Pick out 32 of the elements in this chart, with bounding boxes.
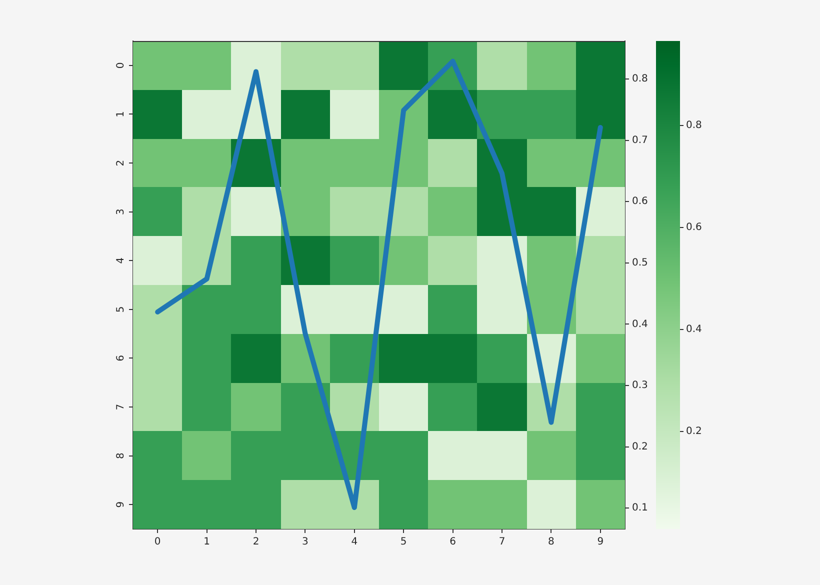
x-tick-label: 3 [302,536,308,548]
x-tick-label: 8 [548,536,554,548]
y2-tick-label: 0.1 [632,502,648,514]
y-tick-label: 0 [116,62,127,69]
y-tick-label: 1 [116,111,127,118]
color-bar-label: 0.2 [686,426,702,438]
y-tick-label: 9 [116,501,127,508]
y-tick-label: 5 [116,306,127,313]
x-tick-label: 4 [351,536,358,548]
x-tick-label: 0 [154,536,161,548]
y2-tick-label: 0.6 [632,196,648,208]
y-tick-label: 8 [116,452,127,459]
x-tick-label: 6 [450,536,456,548]
x-tick-label: 2 [252,536,260,548]
y2-tick-label: 0.3 [632,380,648,392]
color-bar-label: 0.8 [686,120,702,132]
y-tick-label: 2 [116,160,127,166]
y2-tick-label: 0.5 [632,258,648,269]
x-tick-label: 7 [498,536,506,548]
x-tick-label: 5 [400,536,407,548]
y2-tick-label: 0.2 [632,441,648,452]
y-tick-label: 7 [116,404,127,410]
y-tick-label: 3 [116,208,127,215]
y2-tick-label: 0.8 [632,74,648,85]
color-bar-label: 0.4 [686,324,702,336]
y-tick-label: 4 [116,257,127,264]
y2-tick-label: 0.7 [632,134,648,146]
color-bar-label: 0.6 [686,222,702,234]
y2-tick-label: 0.4 [632,318,648,330]
x-tick-label: 1 [204,536,210,548]
x-tick-label: 9 [597,536,604,548]
y-tick-label: 6 [116,355,127,362]
